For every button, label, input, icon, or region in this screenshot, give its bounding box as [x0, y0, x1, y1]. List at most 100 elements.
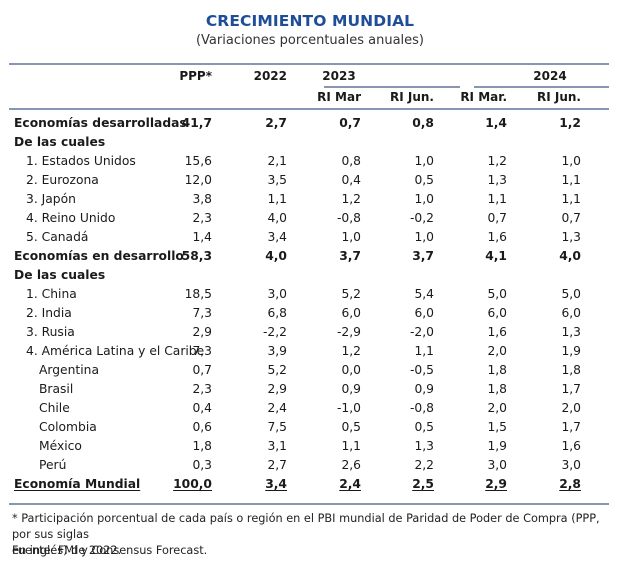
- cell-wrapper-2023-ri-jun: 5,4: [374, 287, 434, 301]
- row-label: Chile: [39, 401, 70, 415]
- cell-2022: 1,1: [267, 192, 287, 206]
- cell-wrapper-2024-ri-mar: 2,0: [447, 401, 507, 415]
- cell-wrapper-2024-ri-mar: 2,9: [447, 477, 507, 491]
- cell-2023-ri-mar: -2,9: [337, 325, 361, 339]
- cell-2024-ri-mar: 1,8: [487, 382, 507, 396]
- cell-wrapper-2022: 4,0: [227, 211, 287, 225]
- cell-wrapper-2022: 3,4: [227, 477, 287, 491]
- cell-wrapper-2023-ri-mar: 1,2: [301, 344, 361, 358]
- cell-2022: 3,9: [267, 344, 287, 358]
- cell-2022: 2,9: [267, 382, 287, 396]
- row-label: 2. Eurozona: [26, 173, 99, 187]
- cell-2022: 2,4: [267, 401, 287, 415]
- cell-2024-ri-mar: 1,2: [487, 154, 507, 168]
- cell-2022: 3,0: [267, 287, 287, 301]
- cell-2023-ri-jun: 1,1: [414, 344, 434, 358]
- cell-wrapper-2024-ri-jun: 1,3: [521, 230, 581, 244]
- cell-2022: 2,1: [267, 154, 287, 168]
- cell-wrapper-2023-ri-jun: -0,8: [374, 401, 434, 415]
- cell-wrapper-2023-ri-jun: 1,3: [374, 439, 434, 453]
- cell-wrapper-2023-ri-jun: 1,0: [374, 154, 434, 168]
- cell-2023-ri-jun: 1,0: [414, 154, 434, 168]
- cell-ppp: 0,7: [192, 363, 212, 377]
- cell-wrapper-2023-ri-jun: -2,0: [374, 325, 434, 339]
- header-2024-ri-jun: RI Jun.: [537, 90, 581, 104]
- footnote-ppp: * Participación porcentual de cada país …: [12, 511, 612, 559]
- table-row: Chile 0,4 2,4 -1,0 -0,8 2,0 2,0: [0, 401, 620, 420]
- cell-2024-ri-mar: 1,3: [487, 173, 507, 187]
- cell-wrapper-2022: 7,5: [227, 420, 287, 434]
- cell-wrapper-2022: -2,2: [227, 325, 287, 339]
- cell-2023-ri-mar: 2,4: [339, 477, 361, 491]
- cell-2023-ri-mar: -1,0: [337, 401, 361, 415]
- cell-2023-ri-jun: -2,0: [410, 325, 434, 339]
- header-2023: 2023: [322, 69, 356, 83]
- cell-2022: 3,1: [267, 439, 287, 453]
- cell-ppp: 0,4: [192, 401, 212, 415]
- cell-wrapper-2023-ri-mar: 0,4: [301, 173, 361, 187]
- cell-2024-ri-mar: 0,7: [487, 211, 507, 225]
- cell-wrapper-2022: 2,7: [227, 458, 287, 472]
- top-rule: [9, 63, 609, 65]
- cell-ppp: 1,8: [192, 439, 212, 453]
- cell-2023-ri-jun: 1,3: [414, 439, 434, 453]
- cell-2023-ri-jun: 0,5: [414, 420, 434, 434]
- cell-2024-ri-mar: 6,0: [487, 306, 507, 320]
- cell-wrapper-ppp: 1,8: [152, 439, 212, 453]
- row-label: De las cuales: [14, 268, 106, 282]
- row-label: Economías en desarrollo: [14, 249, 184, 263]
- group-rule-2024: [474, 86, 609, 88]
- cell-2022: 2,7: [265, 116, 287, 130]
- cell-2024-ri-jun: 2,0: [561, 401, 581, 415]
- cell-ppp: 2,3: [192, 211, 212, 225]
- table-row: De las cuales: [0, 268, 620, 287]
- table-row: 2. India 7,3 6,8 6,0 6,0 6,0 6,0: [0, 306, 620, 325]
- cell-2023-ri-mar: 0,0: [341, 363, 361, 377]
- cell-wrapper-2023-ri-mar: -1,0: [301, 401, 361, 415]
- cell-2024-ri-jun: 4,0: [559, 249, 581, 263]
- cell-wrapper-2024-ri-mar: 4,1: [447, 249, 507, 263]
- cell-2024-ri-jun: 5,0: [561, 287, 581, 301]
- cell-2024-ri-mar: 1,9: [487, 439, 507, 453]
- row-label: Colombia: [39, 420, 97, 434]
- cell-ppp: 2,9: [192, 325, 212, 339]
- table-row: Argentina 0,7 5,2 0,0 -0,5 1,8 1,8: [0, 363, 620, 382]
- cell-wrapper-2024-ri-jun: 2,8: [521, 477, 581, 491]
- cell-2023-ri-mar: 0,4: [341, 173, 361, 187]
- cell-ppp: 1,4: [192, 230, 212, 244]
- cell-wrapper-2024-ri-mar: 1,6: [447, 230, 507, 244]
- cell-wrapper-2024-ri-jun: 5,0: [521, 287, 581, 301]
- table-row: Perú 0,3 2,7 2,6 2,2 3,0 3,0: [0, 458, 620, 477]
- cell-2024-ri-mar: 5,0: [487, 287, 507, 301]
- table-row: México 1,8 3,1 1,1 1,3 1,9 1,6: [0, 439, 620, 458]
- cell-wrapper-2024-ri-jun: 1,6: [521, 439, 581, 453]
- cell-2024-ri-mar: 1,8: [487, 363, 507, 377]
- row-label: Brasil: [39, 382, 74, 396]
- cell-2023-ri-mar: 1,2: [341, 344, 361, 358]
- cell-2024-ri-mar: 1,6: [487, 230, 507, 244]
- cell-wrapper-2023-ri-mar: 5,2: [301, 287, 361, 301]
- cell-2024-ri-mar: 1,5: [487, 420, 507, 434]
- cell-2023-ri-jun: 1,0: [414, 192, 434, 206]
- cell-2024-ri-jun: 1,1: [561, 173, 581, 187]
- cell-2024-ri-mar: 4,1: [485, 249, 507, 263]
- cell-wrapper-2023-ri-mar: 0,0: [301, 363, 361, 377]
- cell-wrapper-ppp: 2,9: [152, 325, 212, 339]
- cell-wrapper-2024-ri-jun: 1,9: [521, 344, 581, 358]
- header-2022: 2022: [253, 69, 287, 83]
- cell-2022: 3,4: [267, 230, 287, 244]
- cell-ppp: 41,7: [181, 116, 212, 130]
- cell-wrapper-2024-ri-jun: 6,0: [521, 306, 581, 320]
- cell-wrapper-2022: 2,7: [227, 116, 287, 130]
- table-title: CRECIMIENTO MUNDIAL: [205, 12, 415, 30]
- cell-2023-ri-mar: 0,7: [339, 116, 361, 130]
- cell-wrapper-2023-ri-mar: 1,2: [301, 192, 361, 206]
- cell-2022: 6,8: [267, 306, 287, 320]
- cell-2022: 7,5: [267, 420, 287, 434]
- cell-2024-ri-jun: 1,3: [561, 325, 581, 339]
- cell-2023-ri-jun: 2,2: [414, 458, 434, 472]
- cell-2023-ri-jun: 6,0: [414, 306, 434, 320]
- cell-2024-ri-jun: 1,0: [561, 154, 581, 168]
- header-ppp: PPP*: [179, 69, 212, 83]
- cell-wrapper-2024-ri-mar: 2,0: [447, 344, 507, 358]
